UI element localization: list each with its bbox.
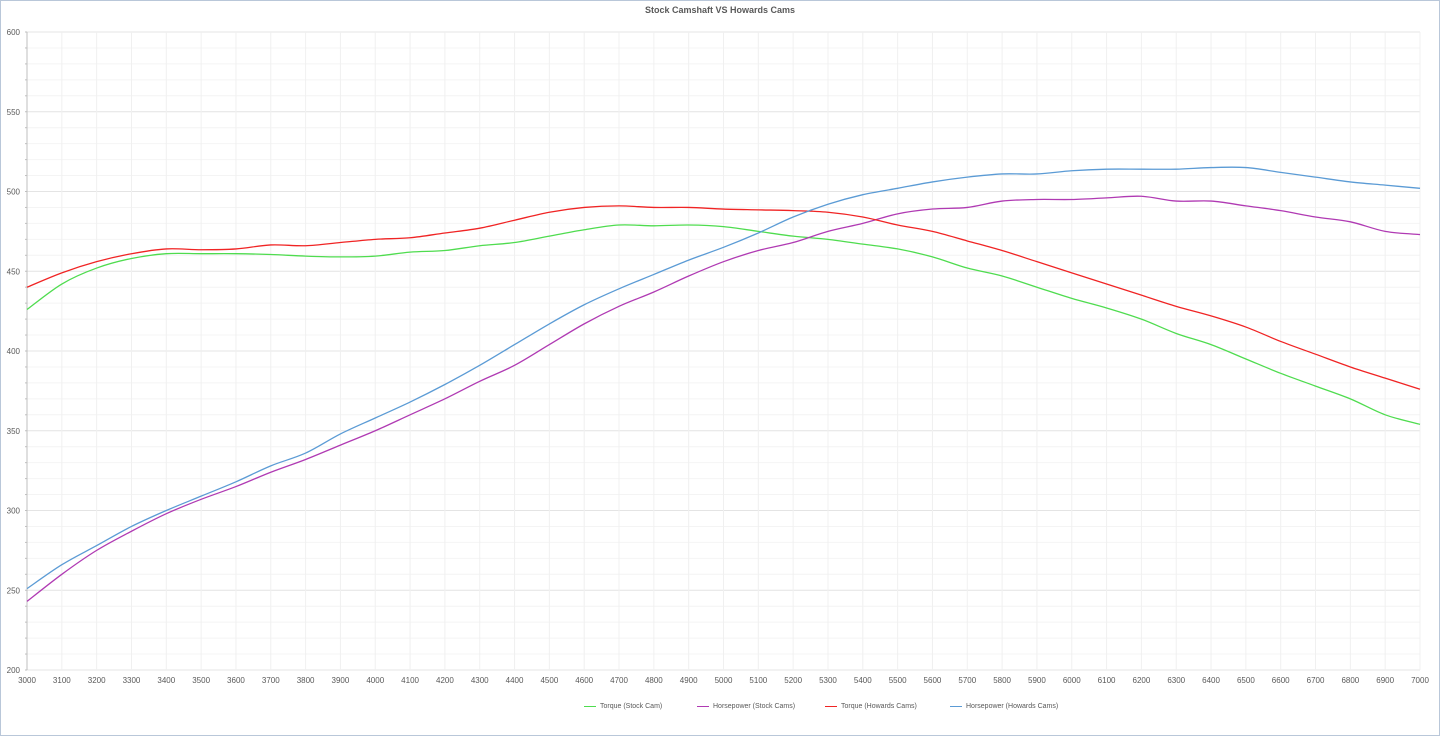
x-tick-label: 5600 — [924, 676, 942, 685]
axes: 200 250 300 350 400 450 500 550 600 3000 3100 3200 3… — [7, 28, 1430, 685]
y-tick-label: 450 — [7, 267, 21, 276]
x-tick-label: 3700 — [262, 676, 280, 685]
y-tick-label: 200 — [7, 666, 21, 675]
x-tick-label: 4800 — [645, 676, 663, 685]
x-tick-label: 5400 — [854, 676, 872, 685]
legend-label: Horsepower (Howards Cams) — [966, 703, 1059, 710]
x-tick-label: 4600 — [575, 676, 593, 685]
x-tick-label: 5500 — [889, 676, 907, 685]
x-tick-label: 3300 — [123, 676, 141, 685]
x-tick-label: 5100 — [749, 676, 767, 685]
x-tick-label: 6000 — [1063, 676, 1081, 685]
y-tick-label: 400 — [7, 347, 21, 356]
x-tick-label: 5900 — [1028, 676, 1046, 685]
y-tick-label: 300 — [7, 507, 21, 516]
y-tick-label: 550 — [7, 108, 21, 117]
legend-swatch — [584, 706, 596, 707]
chart-title: Stock Camshaft VS Howards Cams — [644, 5, 796, 15]
x-tick-label: 4100 — [401, 676, 419, 685]
x-tick-label: 3400 — [157, 676, 175, 685]
x-tick-label: 5200 — [784, 676, 802, 685]
x-tick-label: 3800 — [297, 676, 315, 685]
x-tick-label: 7000 — [1411, 676, 1429, 685]
series-line-2 — [26, 195, 1421, 602]
series-lines — [26, 166, 1421, 602]
x-tick-label: 4200 — [436, 676, 454, 685]
y-tick-label: 600 — [7, 28, 21, 37]
x-tick-label: 5800 — [993, 676, 1011, 685]
x-tick-label: 5300 — [819, 676, 837, 685]
x-tick-label: 3500 — [192, 676, 210, 685]
x-tick-label: 4900 — [680, 676, 698, 685]
x-tick-label: 6400 — [1202, 676, 1220, 685]
legend-swatch — [825, 706, 837, 707]
x-tick-label: 6300 — [1167, 676, 1185, 685]
y-tick-label: 250 — [7, 586, 21, 595]
x-tick-label: 4500 — [540, 676, 558, 685]
legend-item: Torque (Stock Cam) — [584, 703, 662, 710]
series-line-4 — [26, 166, 1421, 590]
x-tick-label: 6100 — [1098, 676, 1116, 685]
series-line-3 — [26, 205, 1421, 390]
legend-label: Horsepower (Stock Cams) — [713, 703, 796, 710]
legend-item: Torque (Howards Cams) — [825, 703, 917, 710]
x-tick-label: 4700 — [610, 676, 628, 685]
x-tick-label: 6700 — [1307, 676, 1325, 685]
x-tick-label: 6500 — [1237, 676, 1255, 685]
x-tick-label: 5700 — [958, 676, 976, 685]
x-tick-label: 3000 — [18, 676, 36, 685]
legend-label: Torque (Stock Cam) — [600, 703, 663, 710]
x-tick-label: 6600 — [1272, 676, 1290, 685]
x-tick-label: 4000 — [366, 676, 384, 685]
legend-item: Horsepower (Howards Cams) — [950, 703, 1058, 710]
x-tick-label: 6900 — [1376, 676, 1394, 685]
x-tick-label: 4400 — [506, 676, 524, 685]
y-tick-label: 500 — [7, 188, 21, 197]
legend-label: Torque (Howards Cams) — [841, 703, 917, 710]
legend-swatch — [950, 706, 962, 707]
x-tick-label: 3600 — [227, 676, 245, 685]
x-tick-label: 3200 — [88, 676, 106, 685]
series-line-1 — [26, 224, 1421, 425]
legend-item: Horsepower (Stock Cams) — [697, 703, 795, 710]
y-tick-label: 350 — [7, 427, 21, 436]
x-tick-label: 6200 — [1133, 676, 1151, 685]
x-tick-label: 3900 — [332, 676, 350, 685]
x-tick-label: 4300 — [471, 676, 489, 685]
x-tick-label: 3100 — [53, 676, 71, 685]
grid — [26, 31, 1421, 671]
legend-swatch — [697, 706, 709, 707]
x-tick-label: 6800 — [1341, 676, 1359, 685]
x-tick-label: 5000 — [715, 676, 733, 685]
